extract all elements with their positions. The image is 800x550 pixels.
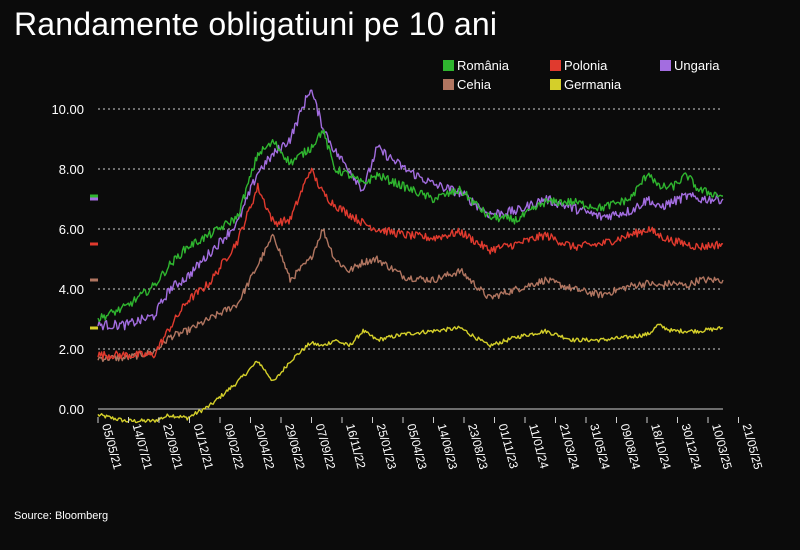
end-marker-ungaria — [90, 197, 98, 201]
end-markers — [90, 194, 98, 330]
legend-swatch — [443, 79, 454, 90]
x-tick-label: 09/08/24 — [618, 422, 644, 471]
x-tick-label: 14/07/21 — [130, 422, 156, 471]
x-tick-label: 30/12/24 — [679, 422, 705, 471]
legend-label: Germania — [564, 77, 622, 92]
y-tick-label: 8.00 — [59, 162, 84, 177]
y-axis-ticks: 0.00 2.00 4.00 6.00 8.00 10.00 — [51, 102, 84, 417]
legend-label: Cehia — [457, 77, 492, 92]
series-line-romnia — [97, 129, 723, 322]
legend-swatch — [443, 60, 454, 71]
legend-label: Ungaria — [674, 58, 720, 73]
series-line-germania — [97, 323, 724, 424]
y-tick-label: 0.00 — [59, 402, 84, 417]
series-line-ungaria — [97, 89, 724, 331]
x-tick-label: 05/04/23 — [404, 422, 430, 471]
legend-swatch — [550, 60, 561, 71]
x-tick-label: 25/01/23 — [374, 422, 400, 471]
y-tick-label: 10.00 — [51, 102, 84, 117]
x-tick-label: 07/09/22 — [313, 422, 339, 471]
y-tick-label: 2.00 — [59, 342, 84, 357]
end-marker-cehia — [90, 278, 98, 282]
legend-label: Polonia — [564, 58, 608, 73]
series-line-cehia — [97, 228, 724, 363]
x-tick-label: 16/11/22 — [343, 422, 368, 470]
x-tick-label: 10/03/25 — [709, 422, 735, 471]
chart-title: Randamente obligatiuni pe 10 ani — [14, 6, 498, 42]
x-tick-label: 22/09/21 — [160, 422, 186, 471]
x-tick-label: 21/03/24 — [557, 422, 583, 471]
x-tick-label: 23/08/23 — [465, 422, 491, 471]
legend-label: România — [457, 58, 510, 73]
x-tick-label: 11/01/24 — [526, 422, 551, 470]
end-marker-romnia — [90, 194, 98, 198]
x-tick-label: 31/05/24 — [587, 422, 613, 471]
x-tick-label: 01/12/21 — [191, 422, 217, 471]
legend: România Polonia Ungaria Cehia Germania — [443, 58, 720, 92]
x-tick-label: 09/02/22 — [221, 422, 247, 471]
x-tick-label: 18/10/24 — [648, 422, 674, 471]
legend-swatch — [550, 79, 561, 90]
series-line-polonia — [97, 167, 724, 360]
series-layer — [97, 89, 724, 424]
x-axis-ticks: 05/05/21 14/07/21 22/09/21 01/12/21 09/02/22… — [97, 417, 766, 471]
y-tick-label: 4.00 — [59, 282, 84, 297]
x-tick-label: 05/05/21 — [99, 422, 125, 471]
end-marker-germania — [90, 326, 98, 330]
x-tick-label: 21/05/25 — [740, 422, 766, 471]
end-marker-polonia — [90, 242, 98, 246]
legend-swatch — [660, 60, 671, 71]
x-tick-label: 01/11/23 — [496, 422, 521, 470]
x-tick-label: 29/06/22 — [282, 422, 308, 471]
x-tick-label: 14/06/23 — [435, 422, 461, 471]
x-tick-label: 20/04/22 — [252, 422, 278, 471]
y-tick-label: 6.00 — [59, 222, 84, 237]
source-note: Source: Bloomberg — [14, 510, 109, 522]
grid-layer — [98, 108, 723, 410]
